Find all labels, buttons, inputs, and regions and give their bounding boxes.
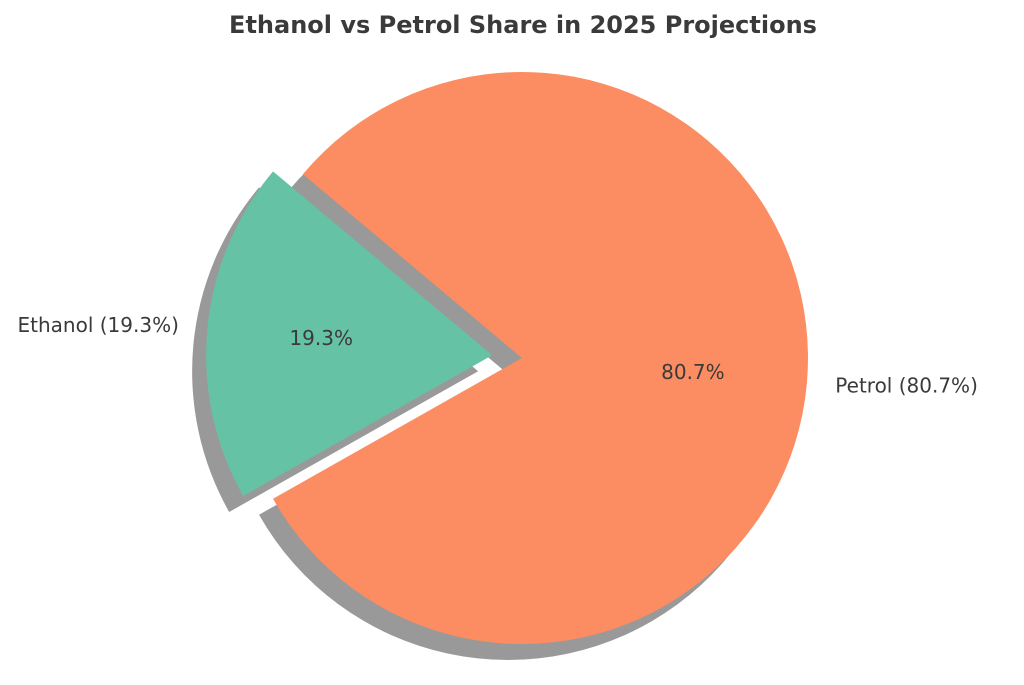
slice-ethanol <box>206 171 493 496</box>
pct-label-ethanol: 19.3% <box>289 326 353 350</box>
pct-label-petrol: 80.7% <box>661 360 725 384</box>
slice-petrol <box>273 71 808 644</box>
slice-label-ethanol: Ethanol (19.3%) <box>18 313 179 337</box>
chart-title: Ethanol vs Petrol Share in 2025 Projecti… <box>229 11 817 39</box>
slice-labels: Ethanol (19.3%) 19.3% Petrol (80.7%) 80.7% <box>18 313 978 397</box>
slice-label-petrol: Petrol (80.7%) <box>835 373 978 397</box>
pie-slices <box>206 71 808 644</box>
